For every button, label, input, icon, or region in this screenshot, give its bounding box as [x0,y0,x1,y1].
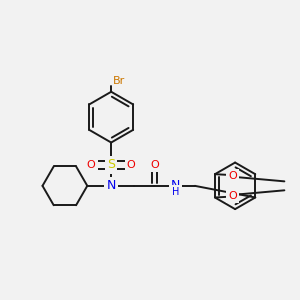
Text: O: O [127,160,136,170]
Text: S: S [107,158,115,171]
Text: O: O [87,160,95,170]
Text: N: N [106,179,116,192]
Text: N: N [171,179,180,192]
Text: Br: Br [112,76,125,86]
Text: H: H [172,188,180,197]
Text: O: O [228,171,237,181]
Text: O: O [228,191,237,201]
Text: O: O [150,160,159,170]
